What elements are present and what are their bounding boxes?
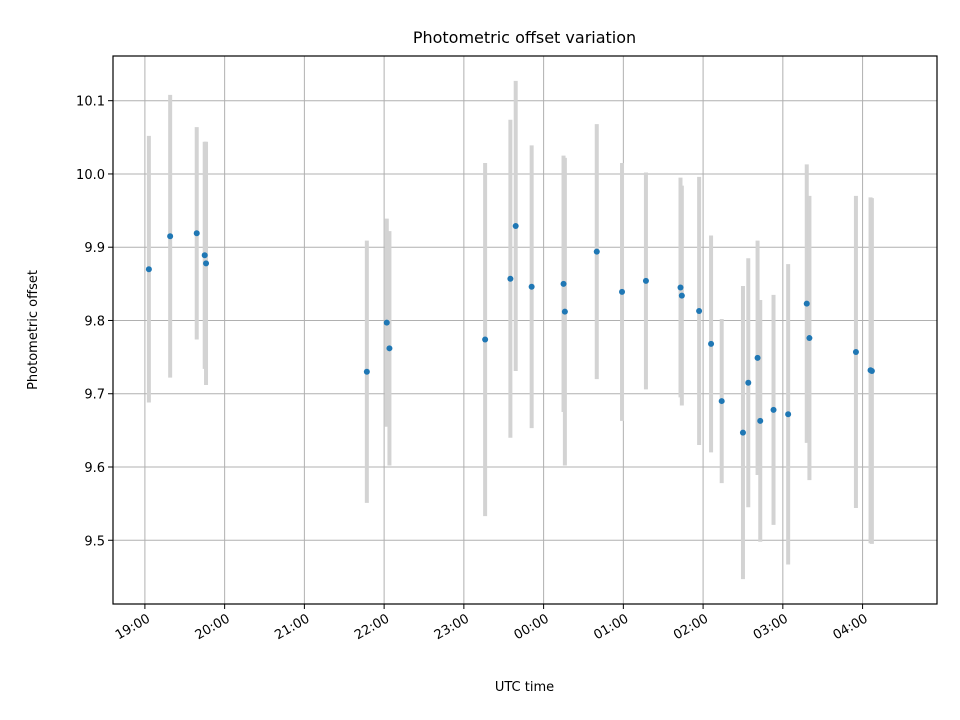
data-point <box>785 411 792 418</box>
data-point <box>512 222 519 229</box>
data-point <box>718 398 725 405</box>
data-point <box>167 233 174 240</box>
x-tick-label: 01:00 <box>591 611 631 643</box>
x-tick-label: 02:00 <box>671 611 711 643</box>
data-point <box>561 308 568 315</box>
data-point <box>739 429 746 436</box>
data-point <box>806 335 813 342</box>
y-tick-label: 9.6 <box>84 461 105 476</box>
x-tick-label: 03:00 <box>751 611 791 643</box>
y-tick-label: 10.0 <box>76 168 105 183</box>
x-axis-ticks: 19:00 20:00 21:00 22:00 23:00 00:00 01:00 02:00… <box>113 604 871 643</box>
x-tick-label: 19:00 <box>113 611 153 643</box>
x-tick-label: 00:00 <box>512 611 552 643</box>
plot-frame <box>112 55 938 605</box>
data-point <box>757 417 764 424</box>
data-point <box>528 283 535 290</box>
x-tick-label: 23:00 <box>432 611 472 643</box>
data-point <box>803 300 810 307</box>
y-tick-label: 9.9 <box>84 241 105 256</box>
x-tick-label: 21:00 <box>272 611 312 643</box>
data-point <box>677 284 684 291</box>
x-axis-label: UTC time <box>495 680 554 695</box>
data-point <box>754 354 761 361</box>
y-axis-ticks: 9.5 9.6 9.7 9.8 9.9 10.0 10.1 <box>76 95 113 549</box>
data-point <box>482 336 489 343</box>
y-tick-label: 9.8 <box>84 314 105 329</box>
data-point <box>363 368 370 375</box>
data-point <box>193 230 200 237</box>
data-point <box>745 379 752 386</box>
data-point <box>383 319 390 326</box>
data-point <box>560 280 567 287</box>
data-point <box>868 368 875 375</box>
data-point <box>770 406 777 413</box>
data-point <box>642 277 649 284</box>
data-points <box>145 222 875 436</box>
x-tick-label: 22:00 <box>352 611 392 643</box>
data-point <box>507 275 514 282</box>
data-point <box>386 345 393 352</box>
data-point <box>708 340 715 347</box>
data-point <box>145 266 152 273</box>
data-point <box>696 307 703 314</box>
y-tick-label: 9.7 <box>84 388 105 403</box>
data-point <box>619 288 626 295</box>
y-tick-label: 10.1 <box>76 95 105 110</box>
error-bars <box>146 80 874 580</box>
y-tick-label: 9.5 <box>84 534 105 549</box>
data-point <box>203 260 210 267</box>
x-tick-label: 04:00 <box>831 611 871 643</box>
data-point <box>201 252 208 259</box>
data-point <box>852 348 859 355</box>
y-axis-label: Photometric offset <box>26 270 41 390</box>
grid-lines <box>113 56 937 604</box>
data-point <box>678 292 685 299</box>
x-tick-label: 20:00 <box>193 611 233 643</box>
data-point <box>593 248 600 255</box>
chart-title: Photometric offset variation <box>413 28 636 47</box>
